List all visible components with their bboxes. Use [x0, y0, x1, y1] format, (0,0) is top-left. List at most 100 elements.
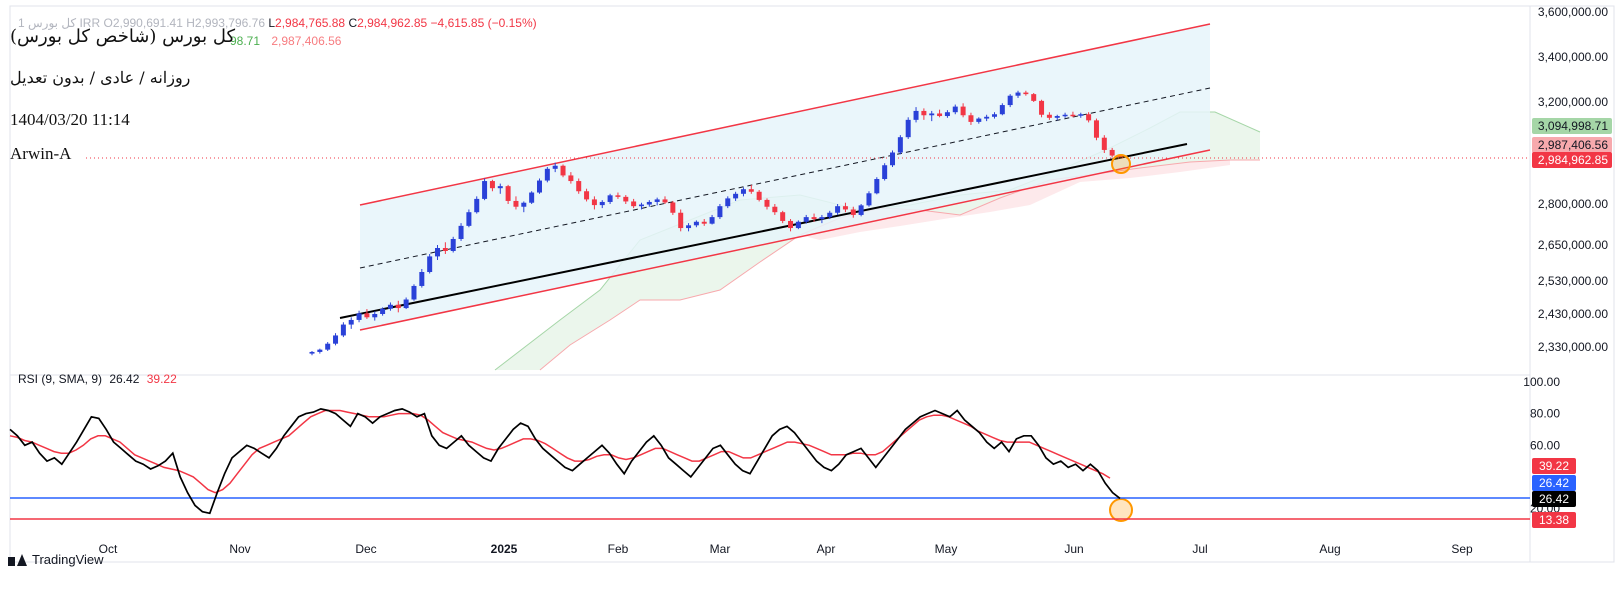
candle-body	[1054, 116, 1060, 118]
price-tick-label: 2,650,000.00	[1538, 238, 1608, 252]
trend-support-line	[339, 143, 1188, 319]
close-value: 2,984,962.85	[357, 16, 428, 30]
candle-body	[1039, 100, 1045, 115]
cloud-value-red: 2,987,406.56	[271, 34, 342, 48]
candle-body	[631, 201, 637, 207]
candle-body	[866, 193, 872, 206]
time-tick-label: Mar	[710, 542, 731, 556]
candle-body	[678, 212, 684, 229]
candle-body	[411, 285, 417, 300]
candle-body	[529, 192, 535, 203]
tradingview-wordmark: TradingView	[32, 552, 104, 567]
candle-body	[929, 113, 935, 116]
candles-group	[309, 90, 1123, 356]
tradingview-logo[interactable]: TradingView	[8, 552, 104, 567]
candle-body	[748, 189, 754, 192]
candle-body	[1093, 120, 1099, 138]
candle-body	[325, 343, 331, 350]
candle-body	[356, 313, 362, 320]
candle-body	[827, 212, 833, 218]
candle-body	[403, 299, 409, 309]
rsi-axis-badges: 39.22 26.42 26.42 13.38	[1532, 458, 1576, 528]
symbol-label: 1 کل بورس IRR	[18, 16, 101, 30]
rsi-badge	[1532, 491, 1576, 507]
rsi-legend-sma: 39.22	[146, 372, 177, 386]
price-axis-ticks: 3,600,000.00 3,400,000.00 3,200,000.00 2,80…	[1538, 5, 1608, 354]
price-badge-label: 2,987,406.56	[1538, 138, 1608, 152]
candle-body	[309, 351, 315, 354]
candle-body	[913, 110, 919, 120]
rsi-sma-line	[9, 409, 1111, 494]
candle-body	[725, 198, 731, 207]
candle-body	[921, 110, 927, 116]
candle-body	[882, 165, 888, 180]
time-tick-label: Jun	[1064, 542, 1083, 556]
price-badge-label: 2,984,962.85	[1538, 153, 1608, 167]
candle-body	[497, 186, 503, 189]
channel-upper-line	[359, 23, 1211, 206]
annotation-title: کل بورس (شاخص کل بورس)	[10, 26, 236, 47]
candle-body	[560, 165, 566, 176]
ohlc-legend: 1 کل بورس IRR O2,990,691.41 H2,993,796.7…	[18, 16, 537, 30]
candle-body	[693, 221, 699, 226]
high-label: H	[186, 16, 195, 30]
candle-body	[317, 349, 323, 352]
candle-body	[576, 181, 582, 192]
candle-body	[482, 181, 488, 199]
annotation-subtitle: روزانه / عادی / بدون تعدیل	[10, 68, 191, 87]
time-tick-label: Sep	[1451, 542, 1473, 556]
price-tick-label: 2,330,000.00	[1538, 340, 1608, 354]
time-tick-label: Apr	[817, 542, 836, 556]
rsi-tick-label: 80.00	[1530, 407, 1560, 421]
candle-body	[615, 195, 621, 197]
rsi-badge	[1532, 475, 1576, 491]
candle-body	[513, 200, 519, 207]
candle-body	[701, 221, 707, 224]
candle-body	[1062, 114, 1068, 117]
candle-body	[450, 238, 456, 251]
candle-body	[788, 220, 794, 229]
candle-body	[584, 191, 590, 200]
candle-body	[364, 313, 370, 318]
open-label: O	[103, 16, 113, 30]
candle-body	[819, 217, 825, 220]
tradingview-icon	[8, 553, 28, 566]
candle-body	[984, 116, 990, 119]
candle-body	[458, 225, 464, 239]
candle-body	[654, 199, 660, 202]
candle-body	[380, 308, 386, 314]
candle-body	[607, 195, 613, 202]
candle-body	[976, 118, 982, 122]
candle-body	[568, 175, 574, 182]
price-tick-label: 2,530,000.00	[1538, 274, 1608, 288]
candle-body	[780, 212, 786, 221]
candle-body	[638, 204, 644, 207]
candle-body	[670, 202, 676, 213]
candle-body	[395, 304, 401, 309]
low-value: 2,984,765.88	[275, 16, 346, 30]
price-tick-label: 2,800,000.00	[1538, 197, 1608, 211]
candle-body	[387, 304, 393, 309]
rsi-badge-label: 39.22	[1539, 459, 1569, 473]
price-axis-badges: 3,094,998.71 2,987,406.562,984,962.85	[1532, 118, 1612, 168]
candle-body	[1078, 114, 1084, 116]
price-marker-circle	[1111, 154, 1131, 174]
candle-body	[340, 324, 346, 336]
candle-body	[874, 179, 880, 194]
candle-body	[733, 193, 739, 199]
change-value: −4,615.85 (−0.15%)	[430, 16, 537, 30]
time-axis-ticks: Oct Nov Dec 2025 Feb Mar Apr May Jun Jul Aug Sep	[99, 542, 1473, 556]
candle-body	[474, 198, 480, 213]
close-label: C	[348, 16, 358, 30]
rsi-badge-label: 13.38	[1539, 513, 1569, 527]
candle-body	[795, 221, 801, 229]
chart-frame	[9, 5, 1615, 563]
candle-body	[427, 256, 433, 272]
candle-body	[756, 191, 762, 200]
candle-body	[764, 199, 770, 207]
candle-body	[890, 152, 896, 166]
candle-body	[536, 180, 542, 193]
cloud-value-green: 98.71	[230, 34, 261, 48]
candle-body	[419, 272, 425, 286]
